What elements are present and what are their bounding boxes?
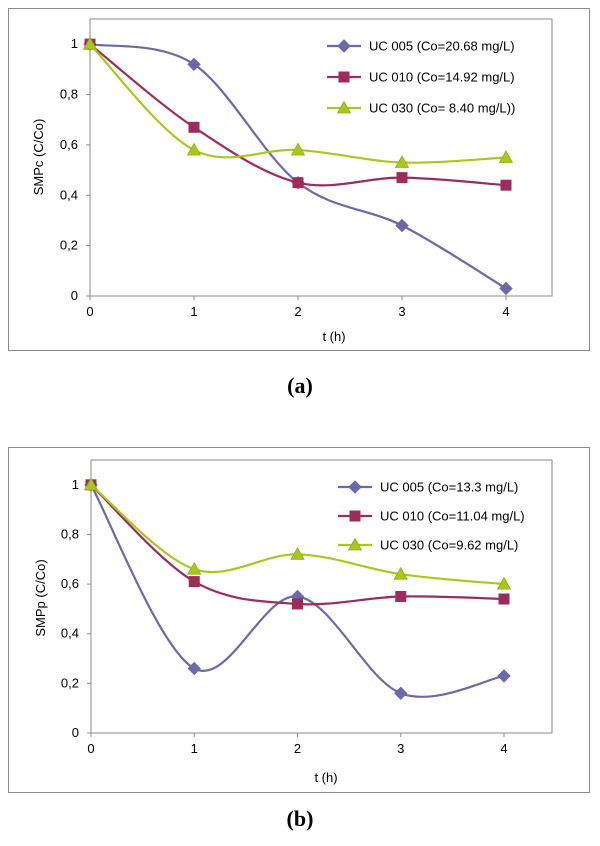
chart-a-plot-area xyxy=(89,18,553,297)
chart-b-y-tick-label: 0,2 xyxy=(61,675,79,690)
chart-a-series-1-point xyxy=(500,179,512,191)
chart-panel-a: 0 0,2 0,4 0,6 0,8 1 0 1 2 3 4 t (h) SMPc (C/Co) UC 00… xyxy=(8,8,590,351)
chart-a-legend-1-label: UC 010 (Co=14.92 mg/L) xyxy=(369,70,515,85)
chart-a-x-tick-label: 3 xyxy=(398,304,405,319)
chart-b-series-0-point xyxy=(187,661,201,676)
chart-b-series-2-point xyxy=(290,546,305,560)
chart-b-y-axis-label: SMPp (C/Co) xyxy=(33,559,48,636)
chart-a-series-2-point xyxy=(394,155,410,168)
chart-b-y-tick-label: 1 xyxy=(72,477,79,492)
chart-b-x-tick-label: 0 xyxy=(87,741,94,756)
chart-b-series-1-point xyxy=(188,576,200,588)
chart-b-series-1-point xyxy=(498,593,510,605)
chart-b-legend-2-label: UC 030 (Co=9.62 mg/L) xyxy=(380,538,518,553)
chart-a-legend-0-marker xyxy=(337,39,351,53)
chart-a-y-tick-label: 1 xyxy=(71,36,78,51)
chart-b-series-0-point xyxy=(497,669,511,683)
chart-a-series-1-point xyxy=(292,177,304,189)
chart-b-x-tick-label: 2 xyxy=(294,741,301,756)
chart-b-series-0-line xyxy=(90,484,505,698)
chart-a-y-tick-label: 0,4 xyxy=(60,187,78,202)
chart-b-series-2-point xyxy=(393,566,408,580)
chart-panel-b: 0 0,2 0,4 0,6 0,8 1 0 1 2 3 4 t (h) SMPp (C/Co) UC 00… xyxy=(8,447,590,793)
chart-a-series-2-point xyxy=(290,142,306,156)
chart-a-y-tick-label: 0 xyxy=(71,288,78,303)
chart-b-x-tick-label: 4 xyxy=(500,741,507,756)
chart-b-legend-0-marker xyxy=(348,480,362,494)
chart-b-svg: 0 0,2 0,4 0,6 0,8 1 0 1 2 3 4 t (h) SMPp (C/Co) UC 00… xyxy=(33,459,553,785)
chart-a-y-tick-label: 0,8 xyxy=(60,87,78,102)
chart-a-series-1-point xyxy=(188,121,200,133)
chart-a-x-tick-label: 2 xyxy=(294,304,301,319)
chart-a-legend-0-label: UC 005 (Co=20.68 mg/L) xyxy=(369,39,515,54)
chart-b-series-2-point xyxy=(187,561,202,575)
chart-a-series-1-point xyxy=(396,172,408,184)
chart-b-series-1-point xyxy=(292,598,303,610)
chart-a-series-0-point xyxy=(395,218,409,233)
chart-b-y-tick-label: 0 xyxy=(72,725,79,740)
chart-b-plot-area xyxy=(90,459,553,734)
chart-b-y-tick-label: 0,6 xyxy=(61,576,79,591)
chart-a-svg: 0 0,2 0,4 0,6 0,8 1 0 1 2 3 4 t (h) SMPc (C/Co) UC 00… xyxy=(31,18,553,344)
chart-b-y-tick-label: 0,8 xyxy=(61,526,79,541)
chart-a-series-2-point xyxy=(82,36,98,50)
chart-b-series-0-point xyxy=(394,686,408,700)
chart-b-legend-0-label: UC 005 (Co=13.3 mg/L) xyxy=(380,480,518,495)
chart-b-x-tick-label: 3 xyxy=(397,741,404,756)
caption-b: (b) xyxy=(286,806,314,831)
chart-a-y-tick-label: 0,2 xyxy=(60,238,78,253)
chart-a-series-0-point xyxy=(187,57,201,72)
chart-b-legend-1-marker xyxy=(349,510,361,522)
chart-a-series-2-point xyxy=(498,150,514,163)
chart-a-y-tick-label: 0,6 xyxy=(60,137,78,152)
chart-b-legend-2-marker xyxy=(347,537,363,551)
chart-a-x-axis-label: t (h) xyxy=(322,329,345,344)
chart-a-y-axis-label: SMPc (C/Co) xyxy=(31,119,46,196)
chart-b-series-1-point xyxy=(395,591,407,602)
chart-a-series-0-point xyxy=(499,281,513,296)
chart-b-x-tick-label: 1 xyxy=(191,741,198,756)
chart-a-series-2-point xyxy=(186,142,202,156)
chart-b-legend-1-label: UC 010 (Co=11.04 mg/L) xyxy=(380,509,525,524)
chart-a-x-tick-label: 0 xyxy=(86,304,93,319)
chart-a-x-tick-label: 4 xyxy=(502,304,509,319)
chart-b-series-2-line xyxy=(90,483,505,586)
caption-a: (a) xyxy=(287,373,313,398)
chart-b-series-2-point xyxy=(496,576,512,590)
chart-a-legend-2-marker xyxy=(336,100,352,114)
chart-a-x-tick-label: 1 xyxy=(190,304,197,319)
chart-a-legend-1-marker xyxy=(338,71,350,83)
chart-a-legend-2-label: UC 030 (Co= 8.40 mg/L)) xyxy=(369,101,515,116)
chart-b-x-axis-label: t (h) xyxy=(314,770,337,785)
chart-b-series-2-point xyxy=(83,477,99,491)
chart-b-y-tick-label: 0,4 xyxy=(61,626,79,641)
